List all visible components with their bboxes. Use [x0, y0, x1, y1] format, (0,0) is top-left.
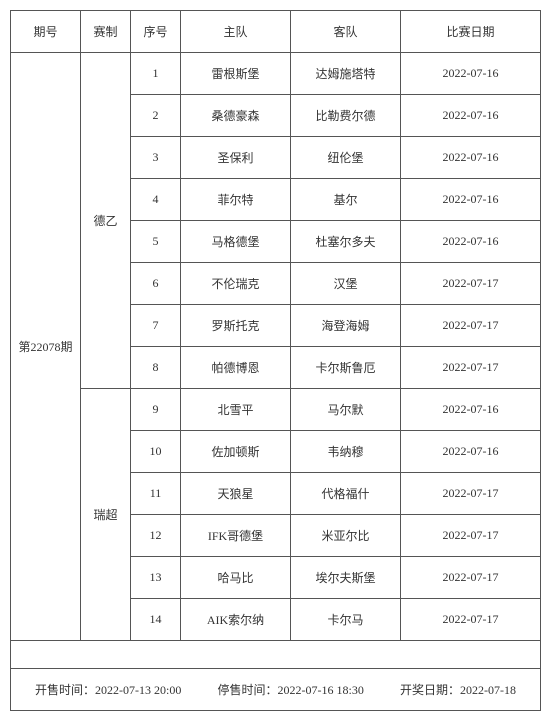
home-cell: 菲尔特	[181, 179, 291, 221]
date-cell: 2022-07-17	[401, 599, 541, 641]
home-cell: 佐加顿斯	[181, 431, 291, 473]
draw-date: 开奖日期：2022-07-18	[400, 681, 516, 698]
seq-cell: 14	[131, 599, 181, 641]
date-cell: 2022-07-16	[401, 179, 541, 221]
home-cell: IFK哥德堡	[181, 515, 291, 557]
table-row: 瑞超 9 北雪平 马尔默 2022-07-16	[11, 389, 541, 431]
date-cell: 2022-07-16	[401, 431, 541, 473]
home-cell: 北雪平	[181, 389, 291, 431]
seq-cell: 7	[131, 305, 181, 347]
sale-stop: 停售时间：2022-07-16 18:30	[218, 681, 364, 698]
away-cell: 马尔默	[291, 389, 401, 431]
footer-row: 开售时间：2022-07-13 20:00 停售时间：2022-07-16 18…	[11, 669, 541, 711]
blank-row	[11, 641, 541, 669]
seq-cell: 1	[131, 53, 181, 95]
away-cell: 杜塞尔多夫	[291, 221, 401, 263]
home-cell: 马格德堡	[181, 221, 291, 263]
away-cell: 卡尔马	[291, 599, 401, 641]
footer-content: 开售时间：2022-07-13 20:00 停售时间：2022-07-16 18…	[19, 681, 532, 698]
away-cell: 韦纳穆	[291, 431, 401, 473]
home-cell: 哈马比	[181, 557, 291, 599]
date-cell: 2022-07-17	[401, 263, 541, 305]
seq-cell: 11	[131, 473, 181, 515]
header-home: 主队	[181, 11, 291, 53]
away-cell: 汉堡	[291, 263, 401, 305]
away-cell: 代格福什	[291, 473, 401, 515]
table-row: 第22078期 德乙 1 雷根斯堡 达姆施塔特 2022-07-16	[11, 53, 541, 95]
header-away: 客队	[291, 11, 401, 53]
away-cell: 比勒费尔德	[291, 95, 401, 137]
seq-cell: 3	[131, 137, 181, 179]
away-cell: 卡尔斯鲁厄	[291, 347, 401, 389]
home-cell: 天狼星	[181, 473, 291, 515]
date-cell: 2022-07-16	[401, 53, 541, 95]
seq-cell: 6	[131, 263, 181, 305]
date-cell: 2022-07-17	[401, 347, 541, 389]
date-cell: 2022-07-17	[401, 515, 541, 557]
date-cell: 2022-07-16	[401, 389, 541, 431]
away-cell: 基尔	[291, 179, 401, 221]
blank-cell	[11, 641, 541, 669]
header-period: 期号	[11, 11, 81, 53]
header-seq: 序号	[131, 11, 181, 53]
date-cell: 2022-07-16	[401, 221, 541, 263]
seq-cell: 8	[131, 347, 181, 389]
home-cell: 圣保利	[181, 137, 291, 179]
header-date: 比赛日期	[401, 11, 541, 53]
home-cell: 帕德博恩	[181, 347, 291, 389]
header-format: 赛制	[81, 11, 131, 53]
header-row: 期号 赛制 序号 主队 客队 比赛日期	[11, 11, 541, 53]
date-cell: 2022-07-16	[401, 137, 541, 179]
seq-cell: 13	[131, 557, 181, 599]
home-cell: 罗斯托克	[181, 305, 291, 347]
seq-cell: 10	[131, 431, 181, 473]
date-cell: 2022-07-16	[401, 95, 541, 137]
sale-start: 开售时间：2022-07-13 20:00	[35, 681, 181, 698]
home-cell: 雷根斯堡	[181, 53, 291, 95]
away-cell: 达姆施塔特	[291, 53, 401, 95]
table-body: 第22078期 德乙 1 雷根斯堡 达姆施塔特 2022-07-16 2 桑德豪…	[11, 53, 541, 711]
date-cell: 2022-07-17	[401, 473, 541, 515]
schedule-table: 期号 赛制 序号 主队 客队 比赛日期 第22078期 德乙 1 雷根斯堡 达姆…	[10, 10, 541, 711]
format-cell-2: 瑞超	[81, 389, 131, 641]
home-cell: AIK索尔纳	[181, 599, 291, 641]
away-cell: 纽伦堡	[291, 137, 401, 179]
footer-cell: 开售时间：2022-07-13 20:00 停售时间：2022-07-16 18…	[11, 669, 541, 711]
away-cell: 米亚尔比	[291, 515, 401, 557]
seq-cell: 12	[131, 515, 181, 557]
date-cell: 2022-07-17	[401, 305, 541, 347]
home-cell: 桑德豪森	[181, 95, 291, 137]
seq-cell: 5	[131, 221, 181, 263]
seq-cell: 2	[131, 95, 181, 137]
away-cell: 海登海姆	[291, 305, 401, 347]
home-cell: 不伦瑞克	[181, 263, 291, 305]
date-cell: 2022-07-17	[401, 557, 541, 599]
away-cell: 埃尔夫斯堡	[291, 557, 401, 599]
seq-cell: 9	[131, 389, 181, 431]
seq-cell: 4	[131, 179, 181, 221]
schedule-table-container: 期号 赛制 序号 主队 客队 比赛日期 第22078期 德乙 1 雷根斯堡 达姆…	[10, 10, 540, 711]
format-cell-1: 德乙	[81, 53, 131, 389]
period-cell: 第22078期	[11, 53, 81, 641]
